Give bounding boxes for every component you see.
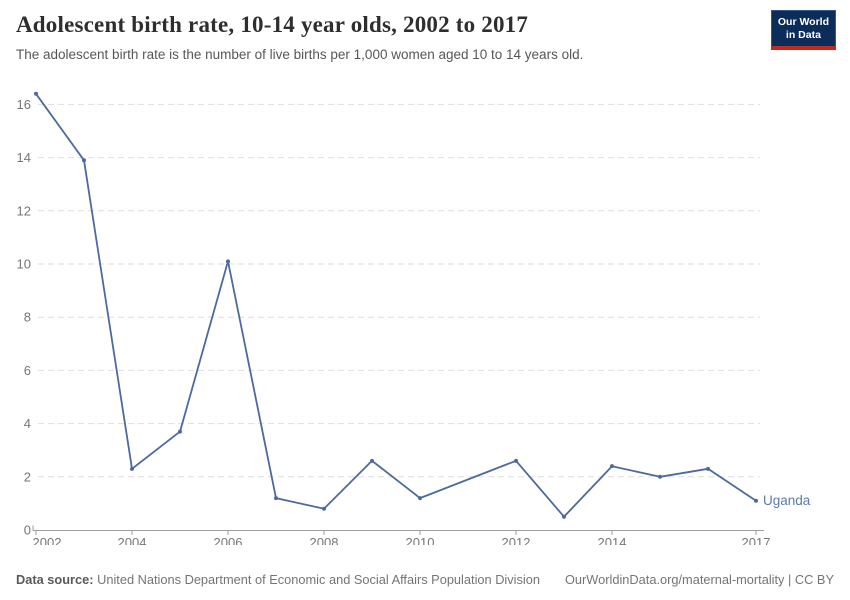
data-point bbox=[178, 429, 182, 434]
x-tick-label: 2002 bbox=[33, 535, 62, 545]
owid-logo-line1: Our World bbox=[777, 16, 829, 28]
line-chart-svg: 0 2 4 6 8 10 12 14 16 2002 2004 2006 2008 2010 2012 201… bbox=[17, 91, 811, 550]
x-tick-label: 2014 bbox=[598, 535, 627, 545]
data-point bbox=[514, 458, 518, 463]
x-tick-label: 2010 bbox=[406, 535, 435, 545]
line-chart: 0 2 4 6 8 10 12 14 16 2002 2004 2006 2008 2010 2012 201… bbox=[0, 85, 850, 550]
data-point bbox=[610, 464, 614, 469]
y-tick-label: 6 bbox=[24, 363, 31, 378]
data-point bbox=[322, 506, 326, 511]
data-source-label: Data source: bbox=[16, 572, 94, 587]
owid-logo-line2: in Data bbox=[785, 28, 821, 41]
data-point bbox=[130, 466, 134, 471]
y-tick-label: 10 bbox=[17, 257, 31, 272]
chart-title: Adolescent birth rate, 10-14 year olds, … bbox=[16, 12, 529, 37]
y-tick-label: 8 bbox=[24, 310, 31, 325]
x-tick-label: 2008 bbox=[310, 535, 339, 545]
data-source-note: Data source: United Nations Department o… bbox=[16, 572, 540, 587]
data-point bbox=[82, 158, 86, 163]
x-tick-label: 2004 bbox=[118, 535, 147, 545]
data-point bbox=[370, 458, 374, 463]
x-tick-label: 2006 bbox=[214, 535, 243, 545]
chart-subtitle: The adolescent birth rate is the number … bbox=[16, 47, 584, 62]
data-point bbox=[658, 474, 662, 479]
license-label: | CC BY bbox=[784, 572, 834, 587]
data-point bbox=[754, 498, 758, 503]
y-tick-label: 14 bbox=[17, 150, 31, 165]
footer-attribution: OurWorldinData.org/maternal-mortality | … bbox=[565, 572, 834, 587]
data-point bbox=[562, 514, 566, 519]
owid-logo: Our World in Data bbox=[770, 10, 836, 51]
data-point bbox=[706, 466, 710, 471]
y-tick-label: 16 bbox=[17, 97, 31, 112]
y-tick-label: 0 bbox=[24, 523, 31, 538]
data-point bbox=[418, 496, 422, 501]
data-point bbox=[34, 91, 38, 96]
data-point bbox=[274, 496, 278, 501]
owid-url-link[interactable]: OurWorldinData.org/maternal-mortality bbox=[564, 572, 785, 587]
series-end-label: Uganda bbox=[763, 493, 811, 508]
x-tick-label: 2012 bbox=[502, 535, 531, 545]
data-source-value: United Nations Department of Economic an… bbox=[93, 572, 540, 587]
y-tick-label: 12 bbox=[17, 203, 31, 218]
chart-footer: Data source: United Nations Department o… bbox=[16, 572, 834, 587]
y-tick-label: 4 bbox=[24, 416, 31, 431]
chart-header: Adolescent birth rate, 10-14 year olds, … bbox=[16, 12, 750, 62]
y-tick-label: 2 bbox=[24, 469, 31, 484]
x-tick-label: 2017 bbox=[742, 535, 771, 545]
data-point bbox=[226, 259, 230, 264]
